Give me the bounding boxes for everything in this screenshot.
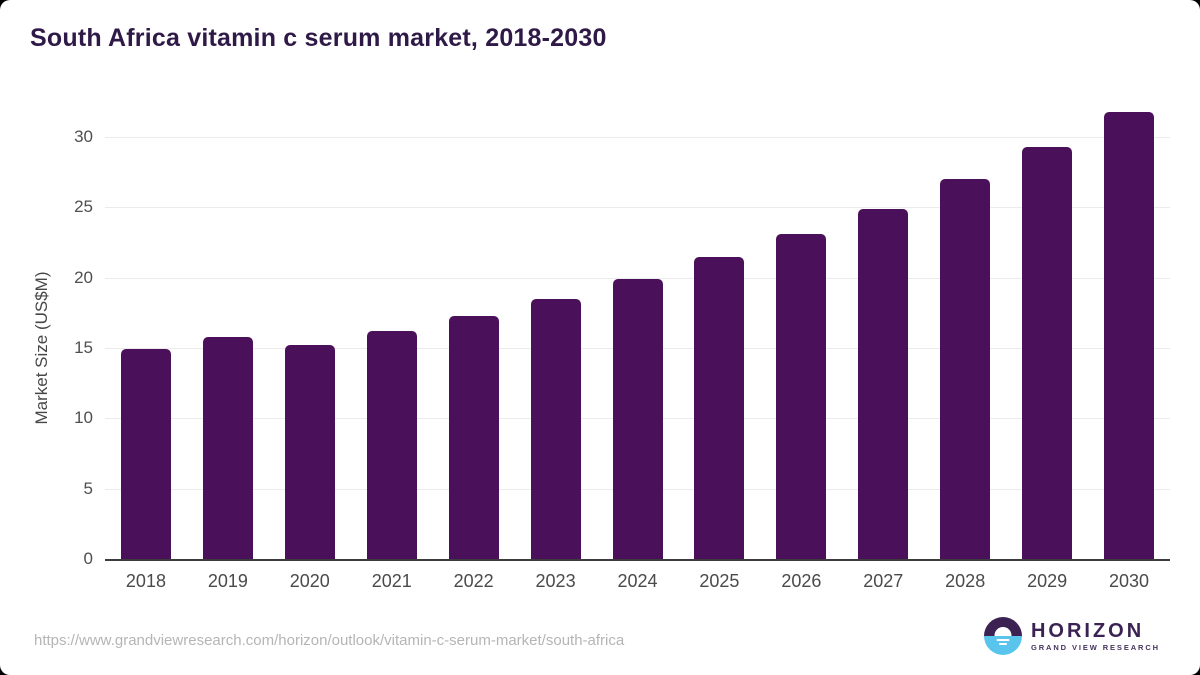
- y-tick-label-30: 30: [74, 127, 93, 146]
- x-tick-label-2019: 2019: [207, 571, 248, 591]
- bar-2020: [284, 345, 335, 559]
- x-tick-label-2026: 2026: [781, 571, 822, 591]
- x-tick-label-2028: 2028: [945, 571, 986, 591]
- bar-2024: [612, 279, 663, 559]
- x-tick-label-2025: 2025: [699, 571, 740, 591]
- sun-reflection-line: [996, 639, 1010, 641]
- x-tick-label-2023: 2023: [535, 571, 576, 591]
- gridline-30: [105, 137, 1170, 138]
- y-tick-label-10: 10: [74, 408, 93, 428]
- x-tick-label-2029: 2029: [1027, 571, 1068, 591]
- bar-2018: [120, 349, 171, 559]
- bar-2026: [776, 234, 827, 559]
- x-tick-label-2027: 2027: [863, 571, 904, 591]
- x-tick-label-2018: 2018: [125, 571, 166, 591]
- y-tick-label-0: 0: [83, 549, 93, 568]
- chart-title: South Africa vitamin c serum market, 201…: [30, 24, 607, 52]
- sun-reflection-line: [998, 643, 1007, 645]
- x-axis-line: [105, 559, 1170, 561]
- x-tick-label-2020: 2020: [289, 571, 330, 591]
- bar-2021: [366, 331, 417, 559]
- y-tick-label-5: 5: [83, 478, 93, 498]
- y-tick-label-15: 15: [74, 338, 93, 357]
- x-tick-label-2024: 2024: [617, 571, 658, 591]
- bar-2023: [530, 298, 581, 559]
- bar-2019: [202, 336, 253, 559]
- gridline-25: [105, 207, 1170, 209]
- y-tick-label-25: 25: [74, 197, 93, 217]
- logo-wordmark: HORIZON GRAND VIEW RESEARCH: [1031, 621, 1160, 652]
- x-tick-label-2021: 2021: [371, 571, 412, 591]
- bar-2025: [694, 256, 745, 559]
- bar-2028: [940, 179, 991, 559]
- logo-name: HORIZON: [1030, 619, 1145, 642]
- gridline-20: [105, 277, 1170, 279]
- sun-dome-shape: [994, 627, 1012, 636]
- y-tick-label-20: 20: [74, 267, 93, 287]
- bar-2030: [1104, 111, 1155, 559]
- horizon-logo: HORIZON GRAND VIEW RESEARCH: [983, 617, 1160, 655]
- bar-2022: [448, 315, 499, 559]
- bar-2027: [858, 208, 909, 559]
- x-tick-label-2022: 2022: [453, 571, 494, 591]
- source-url: https://www.grandviewresearch.com/horizo…: [34, 632, 625, 649]
- horizon-sun-icon: [983, 617, 1022, 655]
- logo-subtitle: GRAND VIEW RESEARCH: [1030, 642, 1160, 652]
- x-tick-label-2030: 2030: [1109, 571, 1150, 591]
- bar-2029: [1022, 146, 1073, 559]
